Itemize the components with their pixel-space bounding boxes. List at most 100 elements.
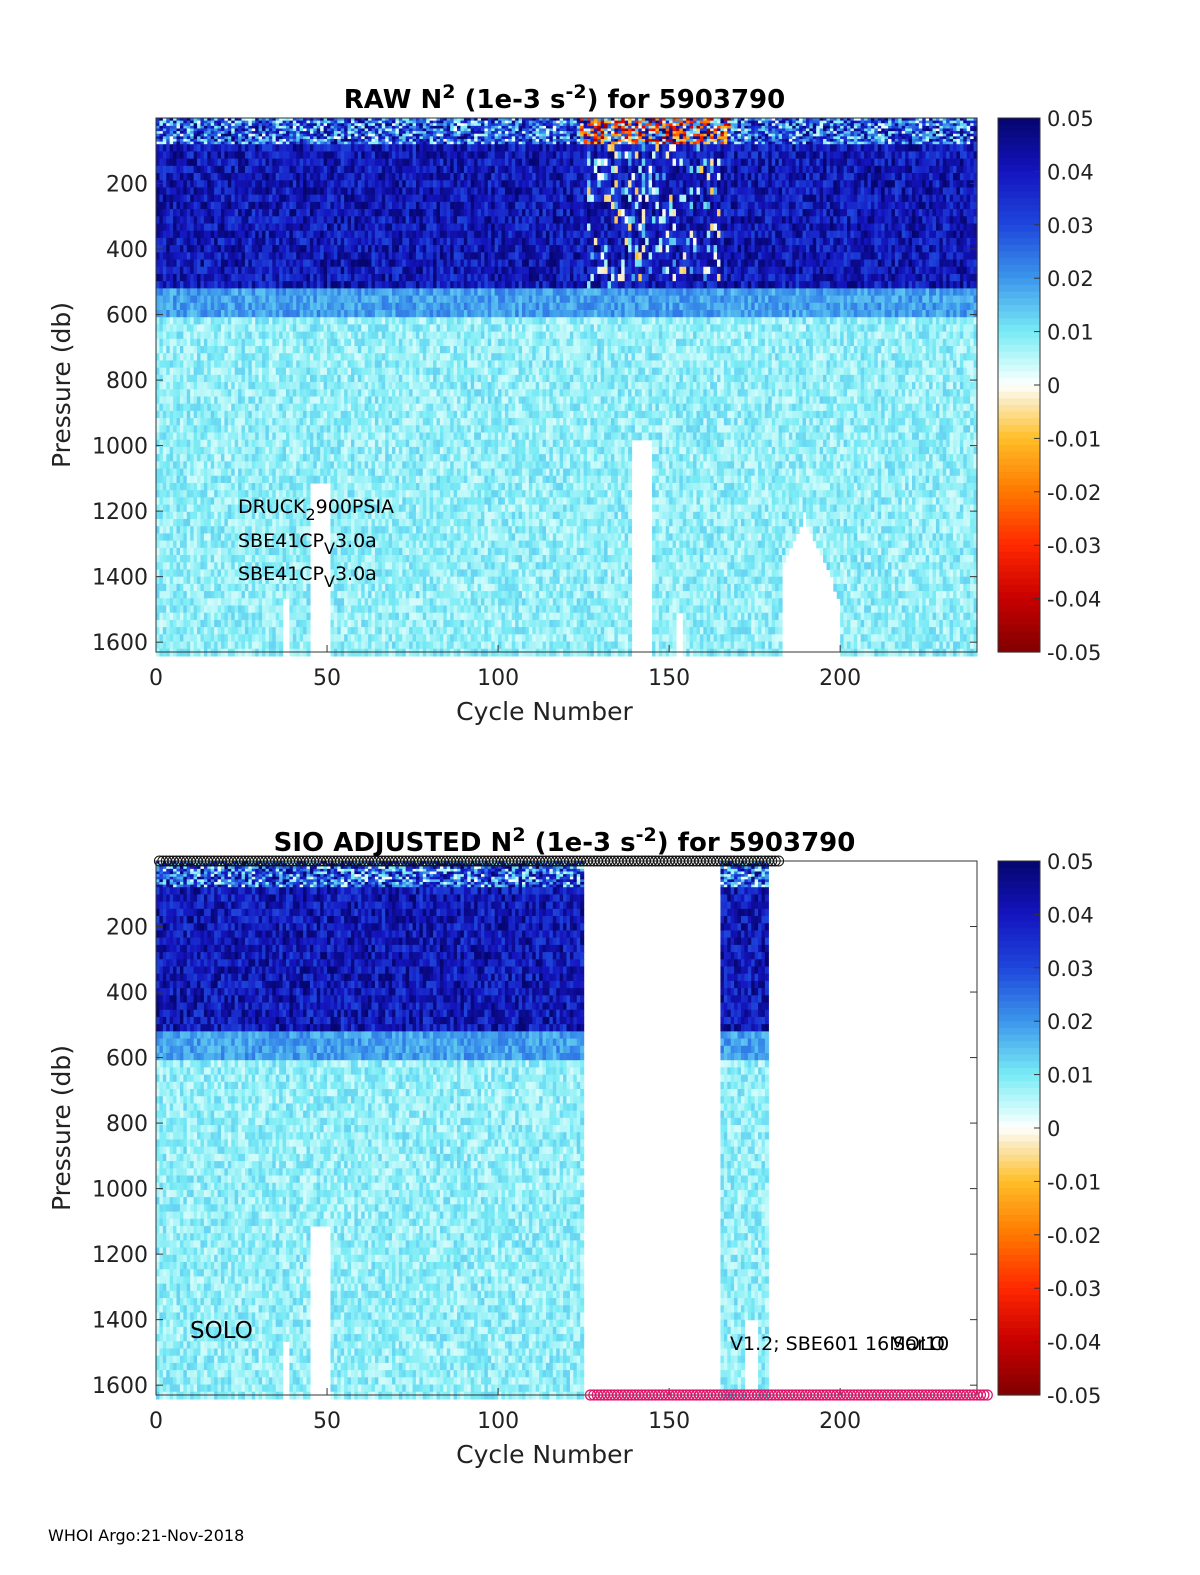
heatmap-cell <box>214 138 219 143</box>
heatmap-cell <box>207 151 212 160</box>
heatmap-cell <box>169 461 174 470</box>
heatmap-cell <box>347 461 352 470</box>
heatmap-cell <box>173 425 178 434</box>
heatmap-cell <box>350 136 356 140</box>
heatmap-cell <box>176 634 181 643</box>
heatmap-cell <box>166 324 171 333</box>
heatmap-cell <box>176 540 181 549</box>
heatmap-cell <box>241 252 246 261</box>
heatmap-cell <box>303 634 308 643</box>
heatmap-cell <box>179 138 184 143</box>
heatmap-cell <box>306 331 311 340</box>
heatmap-cell <box>159 324 164 333</box>
heatmap-cell <box>173 389 178 398</box>
heatmap-cell <box>303 482 308 491</box>
heatmap-cell <box>354 281 359 289</box>
heatmap-cell <box>166 526 171 535</box>
heatmap-cell <box>368 158 373 167</box>
heatmap-cell <box>186 396 191 405</box>
heatmap-cell <box>159 125 164 130</box>
heatmap-cell <box>272 346 277 354</box>
heatmap-cell <box>173 346 178 354</box>
heatmap-cell <box>224 627 229 635</box>
heatmap-cell <box>320 201 325 210</box>
heatmap-cell <box>207 125 212 130</box>
heatmap-cell <box>361 317 366 325</box>
heatmap-cell <box>197 180 202 189</box>
heatmap-cell <box>265 131 270 135</box>
heatmap-cell <box>190 526 195 535</box>
heatmap-cell <box>289 641 294 650</box>
heatmap-cell <box>183 591 188 599</box>
heatmap-cell <box>265 295 270 304</box>
heatmap-cell <box>268 273 273 282</box>
heatmap-cell <box>364 425 369 434</box>
heatmap-cell <box>289 591 294 599</box>
heatmap-cell <box>275 237 280 246</box>
heatmap-cell <box>210 151 215 160</box>
heatmap-cell <box>272 138 277 143</box>
heatmap-cell <box>309 237 314 246</box>
heatmap-cell <box>262 120 267 124</box>
heatmap-cell <box>364 216 369 225</box>
heatmap-cell <box>350 461 356 470</box>
heatmap-cell <box>258 273 263 282</box>
heatmap-cell <box>214 317 219 325</box>
heatmap-cell <box>327 389 332 398</box>
heatmap-cell <box>364 346 369 354</box>
heatmap-cell <box>333 123 338 127</box>
heatmap-cell <box>344 201 349 210</box>
heatmap-cell <box>347 346 352 354</box>
heatmap-cell <box>299 230 304 239</box>
heatmap-cell <box>306 482 311 491</box>
heatmap-cell <box>275 295 280 304</box>
heatmap-cell <box>231 324 236 333</box>
heatmap-cell <box>255 133 260 137</box>
heatmap-cell <box>282 151 287 160</box>
heatmap-cell <box>248 194 253 203</box>
heatmap-cell <box>337 187 342 196</box>
heatmap-cell <box>350 194 356 203</box>
heatmap-cell <box>238 641 243 650</box>
heatmap-cell <box>166 627 171 635</box>
heatmap-cell <box>354 598 359 607</box>
heatmap-cell <box>323 425 328 434</box>
heatmap-cell <box>207 131 212 135</box>
heatmap-cell <box>357 295 362 304</box>
heatmap-cell <box>340 497 345 506</box>
heatmap-cell <box>262 439 267 448</box>
heatmap-cell <box>333 324 338 333</box>
heatmap-cell <box>176 418 181 426</box>
heatmap-cell <box>173 281 178 289</box>
heatmap-cell <box>299 128 304 132</box>
heatmap-cell <box>337 295 342 304</box>
heatmap-cell <box>357 133 362 137</box>
heatmap-cell <box>162 120 167 124</box>
heatmap-cell <box>244 562 249 571</box>
heatmap-cell <box>337 360 342 369</box>
heatmap-cell <box>179 353 184 362</box>
heatmap-cell <box>224 576 229 585</box>
heatmap-cell <box>258 180 263 189</box>
heatmap-cell <box>248 540 253 549</box>
heatmap-cell <box>368 526 373 535</box>
heatmap-cell <box>166 446 171 455</box>
heatmap-cell <box>292 403 297 412</box>
heatmap-cell <box>262 504 267 513</box>
heatmap-cell <box>197 410 202 419</box>
heatmap-cell <box>265 273 270 282</box>
heatmap-cell <box>186 504 191 513</box>
heatmap-cell <box>268 309 273 318</box>
heatmap-cell <box>162 504 167 513</box>
heatmap-cell <box>292 555 297 563</box>
heatmap-cell <box>169 131 174 135</box>
heatmap-cell <box>186 131 191 135</box>
heatmap-cell <box>344 209 349 217</box>
heatmap-cell <box>200 526 205 535</box>
heatmap-cell <box>313 259 318 268</box>
heatmap-cell <box>186 569 191 578</box>
heatmap-cell <box>371 281 376 289</box>
heatmap-cell <box>275 187 280 196</box>
heatmap-cell <box>340 389 345 398</box>
heatmap-cell <box>262 576 267 585</box>
